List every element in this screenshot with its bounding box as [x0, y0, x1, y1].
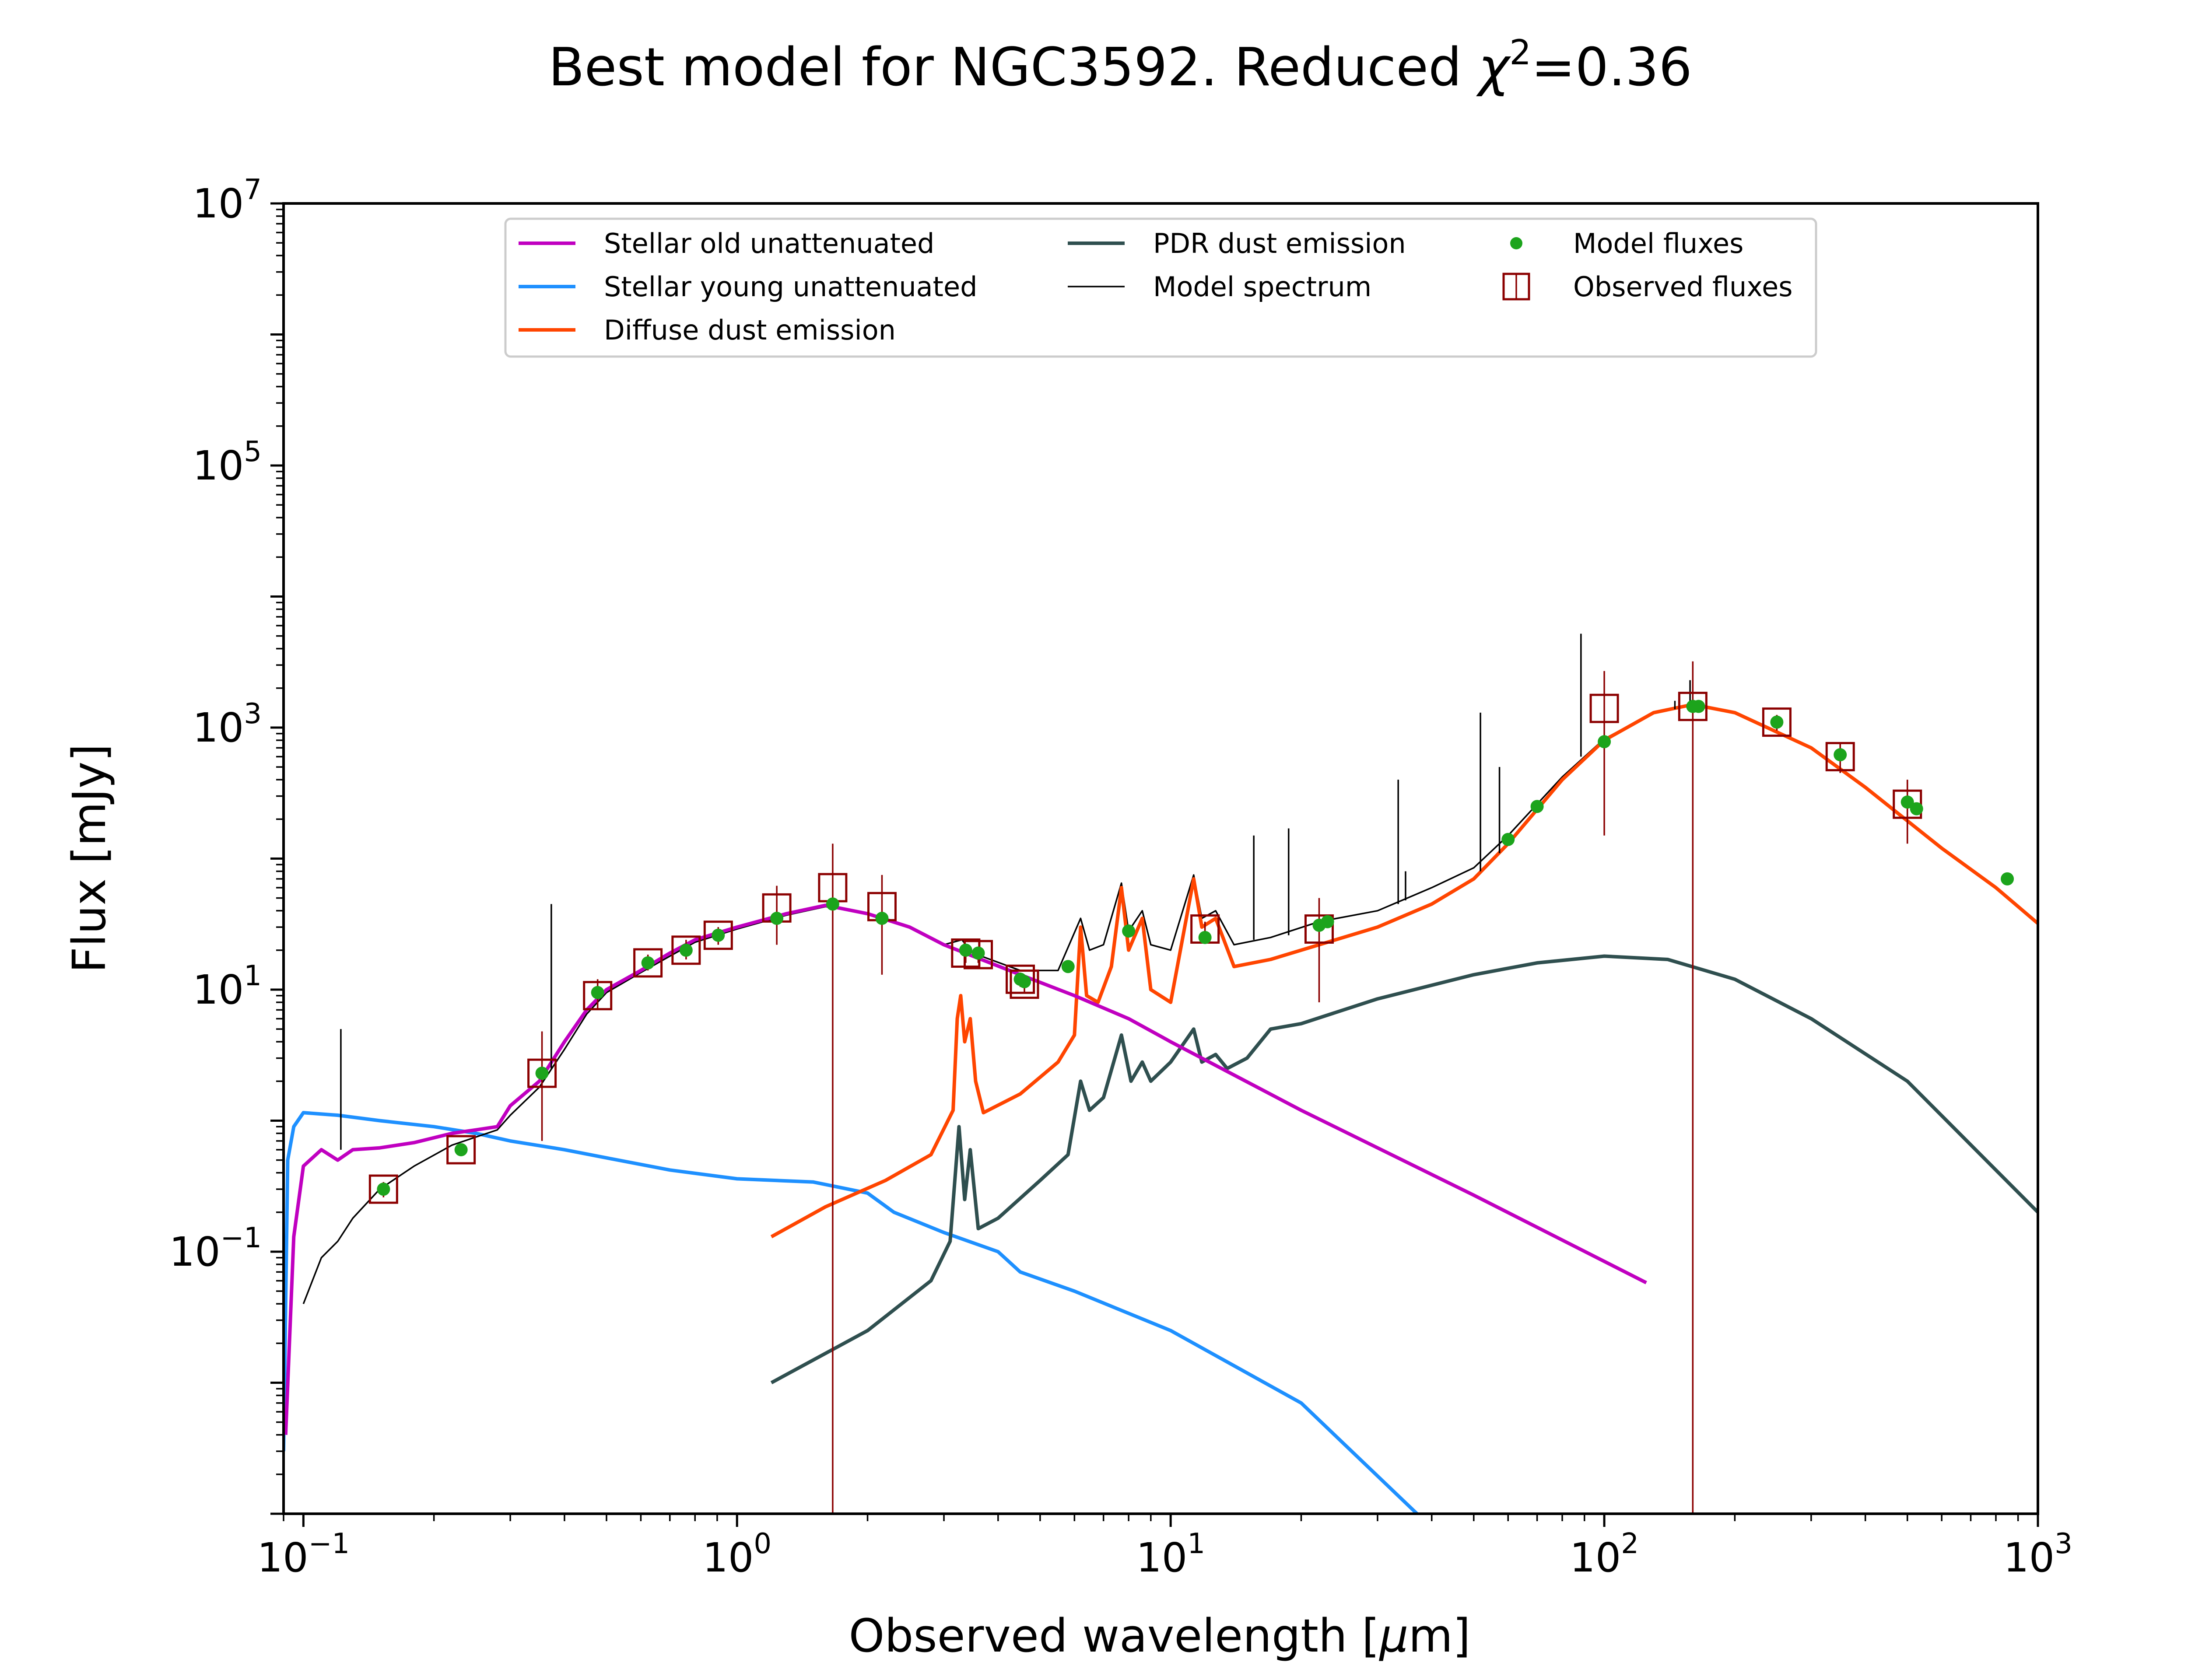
- model-spectrum-line: [302, 704, 2038, 1304]
- model-flux-point: [641, 956, 655, 970]
- legend: Stellar old unattenuated Stellar young un…: [504, 217, 1817, 358]
- observed-flux-marker: [1589, 693, 1619, 723]
- y-tick-label: 10−1: [169, 1222, 262, 1275]
- y-axis: 10−1 101 103 105 107: [169, 174, 284, 1515]
- stellar-young-unattenuated-line: [284, 1111, 1418, 1514]
- model-flux-point: [1501, 833, 1515, 846]
- legend-item-stellar-young-unattenuated: Stellar young unattenuated: [519, 271, 977, 303]
- x-axis-label: Observed wavelength [μm]: [849, 1609, 1471, 1662]
- model-flux-point: [1530, 800, 1544, 813]
- y-tick-label: 103: [193, 698, 262, 751]
- legend-box: [504, 217, 1817, 358]
- x-tick-label: 100: [702, 1528, 771, 1581]
- diffuse-dust-emission-line: [770, 703, 2038, 1239]
- observed-flux-marker: [633, 948, 663, 978]
- legend-item-pdr-dust-emission: PDR dust emission: [1068, 228, 1406, 259]
- legend-label: Stellar young unattenuated: [604, 271, 977, 303]
- model-flux-point: [1834, 748, 1847, 762]
- pdr-dust-emission-line: [770, 954, 2038, 1385]
- model-flux-point: [770, 912, 784, 925]
- observed-flux-marker: [1010, 970, 1039, 999]
- observed-flux-point: [818, 844, 848, 1514]
- model-flux-point: [1692, 700, 1705, 713]
- model-flux-point: [826, 897, 839, 911]
- model-flux-point: [971, 946, 985, 960]
- model-flux-point: [535, 1067, 549, 1080]
- plot-data: [284, 634, 2038, 1514]
- observed-flux-marker: [1762, 707, 1792, 737]
- y-tick-label: 105: [193, 436, 262, 489]
- observed-flux-marker: [368, 1174, 398, 1204]
- model-flux-point: [2001, 872, 2014, 886]
- x-tick-label: 103: [2003, 1528, 2072, 1581]
- legend-label: PDR dust emission: [1153, 228, 1406, 259]
- observed-flux-marker: [527, 1058, 557, 1088]
- y-tick-label: 101: [193, 960, 262, 1013]
- observed-flux-marker: [1825, 742, 1855, 771]
- observed-flux-point: [1589, 671, 1619, 836]
- chart-title: Best model for NGC3592. Reduced χ2=0.36: [548, 33, 1692, 98]
- model-flux-point: [1910, 802, 1923, 816]
- observed-flux-marker: [446, 1135, 476, 1165]
- model-flux-point: [591, 986, 604, 999]
- legend-item-model-fluxes: Model fluxes: [1510, 228, 1743, 259]
- model-flux-point: [1598, 735, 1611, 749]
- x-tick-label: 101: [1136, 1528, 1205, 1581]
- stellar-old-unattenuated-line: [284, 903, 1647, 1435]
- model-flux-point: [1061, 960, 1075, 973]
- model-flux-point: [1122, 924, 1136, 938]
- model-flux-point: [712, 928, 725, 942]
- legend-label: Model fluxes: [1573, 228, 1743, 259]
- model-flux-point: [1198, 931, 1212, 944]
- observed-flux-marker: [1006, 964, 1035, 994]
- model-flux-point: [1770, 715, 1784, 729]
- model-flux-point: [1900, 795, 1914, 809]
- observed-flux-point: [527, 1031, 557, 1141]
- legend-label: Model spectrum: [1153, 271, 1371, 303]
- y-tick-label: 107: [193, 174, 262, 227]
- model-flux-point: [875, 912, 889, 925]
- legend-swatch: [1510, 237, 1522, 249]
- legend-item-stellar-old-unattenuated: Stellar old unattenuated: [519, 228, 934, 259]
- x-tick-label: 102: [1570, 1528, 1639, 1581]
- legend-item-observed-fluxes: Observed fluxes: [1502, 271, 1793, 303]
- observed-flux-marker: [671, 935, 701, 965]
- legend-item-diffuse-dust-emission: Diffuse dust emission: [519, 314, 896, 346]
- observed-flux-marker: [703, 920, 733, 950]
- y-axis-label: Flux [mJy]: [63, 744, 116, 973]
- x-tick-label: 10−1: [257, 1528, 350, 1581]
- legend-item-model-spectrum: Model spectrum: [1068, 271, 1371, 303]
- observed-flux-marker: [1304, 914, 1334, 944]
- legend-label: Observed fluxes: [1573, 271, 1793, 303]
- observed-flux-point: [1304, 898, 1334, 1003]
- model-flux-point: [454, 1143, 468, 1156]
- observed-flux-marker: [1678, 692, 1708, 721]
- model-flux-point: [679, 943, 693, 957]
- observed-flux-marker: [583, 981, 613, 1011]
- plot-frame: [282, 202, 2039, 1515]
- model-flux-point: [377, 1183, 390, 1196]
- model-flux-point: [959, 943, 972, 957]
- x-axis: 10−1 100 101 102 103: [257, 1514, 2072, 1581]
- model-flux-point: [1321, 915, 1334, 928]
- legend-label: Diffuse dust emission: [604, 314, 896, 346]
- model-flux-point: [1017, 975, 1031, 988]
- observed-flux-point: [1678, 661, 1708, 1514]
- legend-label: Stellar old unattenuated: [604, 228, 934, 259]
